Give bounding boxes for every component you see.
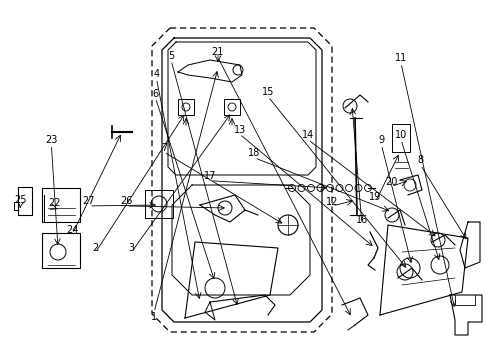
Text: 18: 18 — [247, 148, 260, 158]
Text: 16: 16 — [355, 215, 367, 225]
Text: 22: 22 — [48, 198, 61, 208]
Text: 4: 4 — [153, 69, 159, 79]
Text: 1: 1 — [151, 312, 157, 322]
Bar — [145, 190, 173, 218]
Bar — [42, 188, 80, 222]
Text: 19: 19 — [368, 192, 381, 202]
Text: 10: 10 — [394, 130, 407, 140]
Bar — [391, 124, 409, 152]
Bar — [224, 99, 240, 115]
Text: 2: 2 — [92, 243, 98, 253]
Text: 24: 24 — [66, 225, 79, 235]
Text: 5: 5 — [168, 51, 174, 61]
Text: 25: 25 — [14, 195, 27, 205]
Text: 13: 13 — [233, 125, 245, 135]
Text: 21: 21 — [211, 47, 224, 57]
Text: 20: 20 — [384, 177, 397, 187]
Text: 26: 26 — [120, 196, 132, 206]
Text: 12: 12 — [325, 197, 338, 207]
Text: 7: 7 — [161, 143, 166, 153]
Text: 3: 3 — [128, 243, 134, 253]
Text: 6: 6 — [152, 89, 158, 99]
Text: 8: 8 — [417, 155, 423, 165]
Bar — [18, 187, 32, 215]
Text: 15: 15 — [261, 87, 274, 97]
Text: 27: 27 — [82, 196, 95, 206]
Text: 11: 11 — [394, 53, 407, 63]
Bar — [178, 99, 194, 115]
Text: 9: 9 — [378, 135, 384, 145]
Text: 17: 17 — [203, 171, 216, 181]
Text: 14: 14 — [301, 130, 314, 140]
Text: 23: 23 — [45, 135, 58, 145]
Bar — [42, 233, 80, 268]
